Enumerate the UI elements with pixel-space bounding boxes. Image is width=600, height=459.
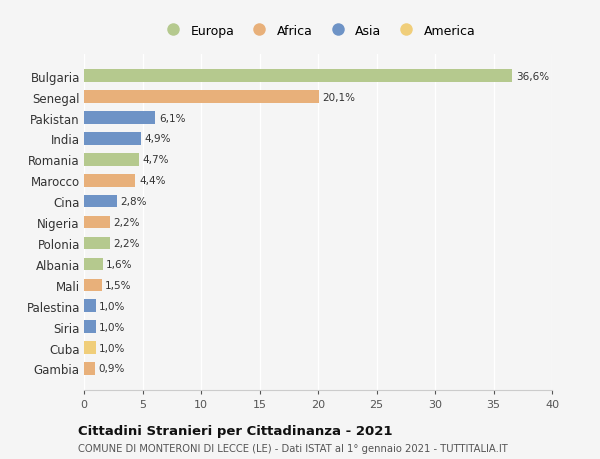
Bar <box>84 154 139 166</box>
Text: 36,6%: 36,6% <box>516 72 549 82</box>
Text: 1,5%: 1,5% <box>105 280 131 290</box>
Text: 4,9%: 4,9% <box>145 134 172 144</box>
Bar <box>84 216 110 229</box>
Text: 4,7%: 4,7% <box>143 155 169 165</box>
Text: COMUNE DI MONTERONI DI LECCE (LE) - Dati ISTAT al 1° gennaio 2021 - TUTTITALIA.I: COMUNE DI MONTERONI DI LECCE (LE) - Dati… <box>78 443 508 453</box>
Text: 0,9%: 0,9% <box>98 364 124 374</box>
Text: 2,8%: 2,8% <box>120 197 147 207</box>
Text: 2,2%: 2,2% <box>113 239 140 248</box>
Bar <box>84 91 319 104</box>
Bar <box>84 196 117 208</box>
Text: 1,0%: 1,0% <box>99 301 125 311</box>
Bar <box>84 363 95 375</box>
Text: Cittadini Stranieri per Cittadinanza - 2021: Cittadini Stranieri per Cittadinanza - 2… <box>78 424 392 437</box>
Bar <box>84 237 110 250</box>
Bar <box>84 70 512 83</box>
Bar <box>84 133 142 146</box>
Text: 2,2%: 2,2% <box>113 218 140 228</box>
Bar <box>84 174 136 187</box>
Bar <box>84 300 96 312</box>
Bar <box>84 279 101 291</box>
Text: 1,0%: 1,0% <box>99 322 125 332</box>
Legend: Europa, Africa, Asia, America: Europa, Africa, Asia, America <box>160 24 476 38</box>
Text: 4,4%: 4,4% <box>139 176 166 186</box>
Bar <box>84 258 103 271</box>
Bar <box>84 321 96 333</box>
Text: 1,0%: 1,0% <box>99 343 125 353</box>
Text: 1,6%: 1,6% <box>106 259 133 269</box>
Bar <box>84 341 96 354</box>
Text: 6,1%: 6,1% <box>159 113 185 123</box>
Text: 20,1%: 20,1% <box>323 92 356 102</box>
Bar <box>84 112 155 124</box>
